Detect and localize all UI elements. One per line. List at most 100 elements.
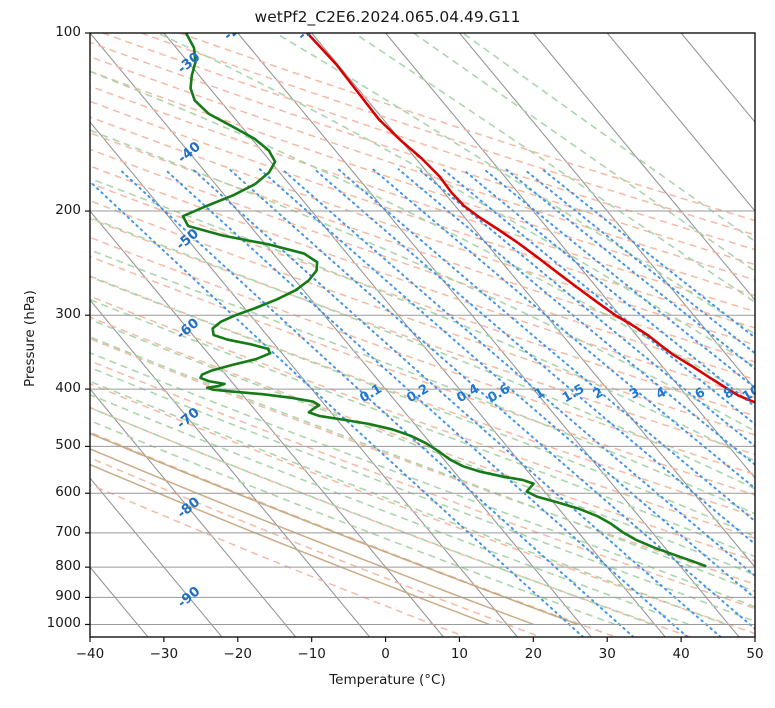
dry-adiabat-170 (90, 41, 755, 266)
mixing-ratio-6 (372, 168, 755, 490)
xtick-label-20: 20 (524, 646, 542, 662)
isotherm-label--80: -80 (174, 494, 203, 522)
mixing-ratio-20 (483, 168, 755, 390)
dry-adiabat-200 (179, 33, 755, 222)
ytick-label-600: 600 (55, 484, 81, 501)
moist-adiabat-60 (462, 33, 755, 243)
dry-adiabat-20 (90, 295, 755, 540)
mixing-ratio-3 (313, 168, 755, 546)
xtick-label--30: −30 (149, 646, 179, 662)
dry-adiabat-10 (90, 316, 755, 562)
moist-adiabat-35 (90, 70, 755, 401)
moist-adiabat--15 (90, 366, 755, 623)
dry-adiabat-70 (90, 199, 755, 436)
isotherm--70 (90, 299, 371, 637)
plot-frame (89, 32, 756, 638)
isotherm--20 (237, 33, 740, 637)
mixing-ratio-30 (523, 168, 755, 355)
ytick-label-500: 500 (55, 437, 81, 454)
mixing-ratio-label-10: 10 (740, 383, 763, 405)
isotherm--60 (90, 210, 444, 637)
dry-adiabat--20 (90, 382, 755, 635)
sounding-temperature-curve (305, 33, 755, 404)
moist-adiabat--35 (90, 419, 616, 626)
mixing-ratio-10 (417, 168, 755, 448)
ytick-label-300: 300 (55, 306, 81, 323)
isotherm--50 (90, 121, 518, 637)
xtick-label-0: 0 (381, 646, 390, 662)
isotherm-30 (606, 33, 755, 212)
dry-adiabat-150 (90, 70, 755, 297)
isotherm-label--20: -20 (221, 16, 250, 44)
mixing-ratio-label-6: 6 (693, 385, 708, 403)
tan-curve--52 (90, 463, 490, 626)
dry-adiabat--40 (90, 431, 616, 637)
mixing-ratio-label-0.1: 0.1 (357, 382, 384, 407)
tan-curve--40 (90, 432, 579, 626)
ytick-label-400: 400 (55, 380, 81, 397)
ytick-label-1000: 1000 (46, 615, 81, 632)
isotherm-50 (754, 33, 755, 34)
mixing-ratio-lines (90, 168, 755, 637)
tan-curve--46 (90, 448, 535, 626)
y-axis-label: Pressure (hPa) (22, 290, 38, 387)
page-title: wetPf2_C2E6.2024.065.04.49.G11 (254, 8, 521, 26)
moist-adiabat--5 (90, 336, 755, 593)
mixing-ratio-label-0.2: 0.2 (404, 382, 431, 407)
moist-adiabat-15 (90, 249, 755, 515)
dry-adiabat-lines (90, 33, 755, 637)
moist-adiabat-20 (90, 216, 755, 490)
moist-adiabat--10 (90, 352, 755, 608)
isotherm--90 (90, 477, 223, 637)
mixing-ratio-4 (337, 168, 755, 523)
mixing-ratio-1 (228, 168, 755, 631)
dry-adiabat-160 (90, 55, 755, 281)
moist-adiabat-55 (413, 33, 755, 273)
dry-adiabat-50 (90, 236, 755, 476)
mixing-ratio-0.4 (163, 168, 689, 637)
mixing-ratio-0.1 (90, 180, 585, 637)
tan-curve-lines (90, 432, 579, 626)
xtick-label-10: 10 (450, 646, 469, 662)
ytick-label-200: 200 (55, 202, 81, 219)
isotherm-20 (532, 33, 755, 301)
dry-adiabat-60 (90, 218, 755, 456)
xtick-label-50: 50 (746, 646, 764, 662)
moist-adiabat--40 (90, 432, 579, 626)
sounding-curves (181, 33, 755, 568)
dry-adiabat--30 (90, 406, 691, 637)
ytick-label-800: 800 (55, 558, 81, 575)
mixing-ratio-16 (461, 168, 755, 408)
dry-adiabat-110 (90, 132, 755, 363)
ytick-label-900: 900 (55, 588, 81, 605)
mixing-ratio-25 (505, 168, 755, 371)
xtick-label--20: −20 (223, 646, 253, 662)
xtick-label--40: −40 (75, 646, 105, 662)
moist-adiabat-25 (90, 177, 755, 462)
dry-adiabat-140 (90, 85, 755, 313)
isotherm-label--40: -40 (175, 139, 204, 167)
moist-adiabat-50 (353, 33, 755, 304)
isotherm-0 (385, 33, 755, 479)
isotherm--40 (90, 33, 592, 637)
axis-ticks (85, 32, 756, 642)
moist-adiabat--25 (90, 393, 690, 626)
isotherm-10 (459, 33, 755, 390)
mixing-ratio-1.5 (258, 168, 755, 600)
xtick-label-40: 40 (672, 646, 690, 662)
ytick-label-100: 100 (55, 24, 81, 40)
moist-adiabat--20 (90, 380, 727, 626)
dry-adiabat--50 (90, 456, 541, 637)
mixing-ratio-2 (281, 168, 755, 578)
sounding-dewpoint-curve (181, 33, 707, 568)
xtick-label--10: −10 (297, 646, 326, 662)
dry-adiabat-120 (90, 116, 755, 346)
ytick-label-700: 700 (55, 523, 81, 540)
moist-adiabat-10 (90, 275, 755, 538)
isotherm-label--90: -90 (174, 583, 203, 611)
moist-adiabat-30 (90, 129, 755, 432)
xtick-label-30: 30 (598, 646, 616, 662)
pressure-gridlines (90, 32, 755, 625)
